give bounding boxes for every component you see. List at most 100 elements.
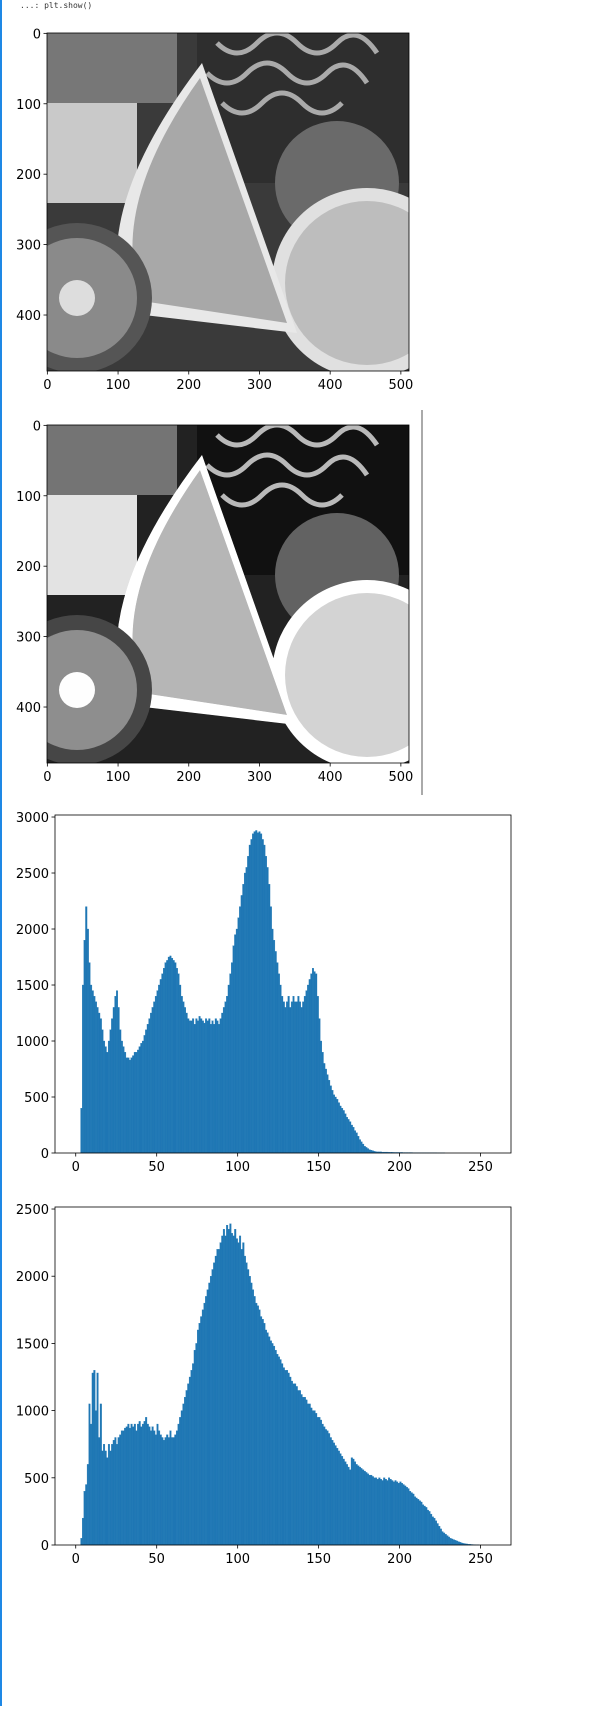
bar bbox=[323, 1427, 325, 1545]
bar bbox=[137, 1424, 139, 1545]
bar bbox=[111, 1019, 113, 1153]
y-tick-label: 400 bbox=[16, 701, 41, 716]
bar bbox=[202, 1310, 204, 1545]
bar bbox=[87, 929, 89, 1153]
bar bbox=[280, 985, 282, 1153]
bar bbox=[251, 1283, 253, 1545]
y-tick-label: 500 bbox=[24, 1472, 49, 1487]
bar bbox=[209, 1283, 211, 1545]
bar bbox=[340, 1106, 342, 1153]
bar bbox=[366, 1147, 368, 1153]
bar bbox=[272, 929, 274, 1153]
bar bbox=[288, 996, 290, 1153]
bar bbox=[374, 1478, 376, 1545]
bar bbox=[225, 1236, 227, 1545]
bar bbox=[207, 1290, 209, 1545]
bar bbox=[298, 1390, 300, 1545]
bar bbox=[429, 1511, 431, 1545]
bar bbox=[366, 1472, 368, 1545]
bar bbox=[225, 1002, 227, 1153]
bar bbox=[82, 985, 84, 1153]
bar bbox=[165, 963, 167, 1153]
bar bbox=[178, 1424, 180, 1545]
bar bbox=[260, 1317, 262, 1545]
bar bbox=[268, 884, 270, 1153]
bar bbox=[451, 1539, 453, 1545]
bar bbox=[141, 1043, 143, 1153]
x-tick-label: 400 bbox=[318, 770, 343, 785]
bar bbox=[314, 1411, 316, 1545]
bar bbox=[265, 1330, 267, 1545]
bar bbox=[144, 1035, 146, 1153]
bar bbox=[338, 1103, 340, 1153]
bar bbox=[296, 1386, 298, 1545]
bar bbox=[254, 832, 256, 1153]
bar bbox=[215, 1256, 217, 1545]
bar bbox=[131, 1058, 133, 1153]
bar bbox=[413, 1494, 415, 1545]
x-tick-label: 250 bbox=[468, 1552, 493, 1567]
bar bbox=[221, 1236, 223, 1545]
bar bbox=[424, 1506, 426, 1545]
bar bbox=[111, 1444, 113, 1545]
bar bbox=[404, 1486, 406, 1545]
bar bbox=[307, 1404, 309, 1545]
bar bbox=[327, 1075, 329, 1153]
x-tick-label: 200 bbox=[176, 378, 201, 393]
bar bbox=[223, 1007, 225, 1153]
bar bbox=[244, 1256, 246, 1545]
bar bbox=[100, 1404, 102, 1545]
bar bbox=[139, 1421, 141, 1545]
bar bbox=[191, 1021, 193, 1153]
bar bbox=[170, 956, 172, 1153]
bar bbox=[158, 1431, 160, 1545]
x-tick-label: 0 bbox=[43, 770, 51, 785]
bar bbox=[97, 1373, 99, 1545]
bar bbox=[153, 1002, 155, 1153]
bar bbox=[228, 985, 230, 1153]
bar bbox=[377, 1479, 379, 1545]
bar bbox=[336, 1448, 338, 1545]
x-tick-label: 250 bbox=[468, 1160, 493, 1175]
bar bbox=[432, 1517, 434, 1545]
bar bbox=[89, 1404, 91, 1545]
bar bbox=[152, 1007, 154, 1153]
y-tick-label: 300 bbox=[16, 239, 41, 254]
bar bbox=[115, 1437, 117, 1545]
bar bbox=[348, 1119, 350, 1153]
bar bbox=[345, 1462, 347, 1545]
code-line: ...: plt.show() bbox=[20, 1, 92, 10]
bar bbox=[181, 996, 183, 1153]
bar bbox=[327, 1431, 329, 1545]
bar bbox=[106, 1458, 108, 1545]
x-tick-label: 100 bbox=[106, 770, 131, 785]
y-tick-label: 1000 bbox=[16, 1405, 49, 1420]
bar bbox=[194, 1024, 196, 1153]
bar bbox=[123, 1431, 125, 1545]
bar bbox=[126, 1058, 128, 1153]
x-tick-label: 0 bbox=[72, 1552, 80, 1567]
bar bbox=[103, 1041, 105, 1153]
bar bbox=[92, 1373, 94, 1545]
bar bbox=[362, 1470, 364, 1545]
bar bbox=[118, 1007, 120, 1153]
bar bbox=[345, 1114, 347, 1153]
bar bbox=[134, 1052, 136, 1153]
bar bbox=[335, 1097, 337, 1153]
bar bbox=[401, 1483, 403, 1545]
bar bbox=[400, 1482, 402, 1545]
bar bbox=[414, 1497, 416, 1545]
bar bbox=[205, 1019, 207, 1153]
bar bbox=[162, 1437, 164, 1545]
bar bbox=[372, 1476, 374, 1545]
bar bbox=[443, 1533, 445, 1545]
bar bbox=[267, 1333, 269, 1545]
bar bbox=[150, 1431, 152, 1545]
bar bbox=[333, 1443, 335, 1545]
bar bbox=[192, 1019, 194, 1153]
bar bbox=[455, 1540, 457, 1545]
y-tick-label: 0 bbox=[33, 27, 41, 42]
bar bbox=[218, 1249, 220, 1545]
y-tick-label: 0 bbox=[33, 419, 41, 434]
